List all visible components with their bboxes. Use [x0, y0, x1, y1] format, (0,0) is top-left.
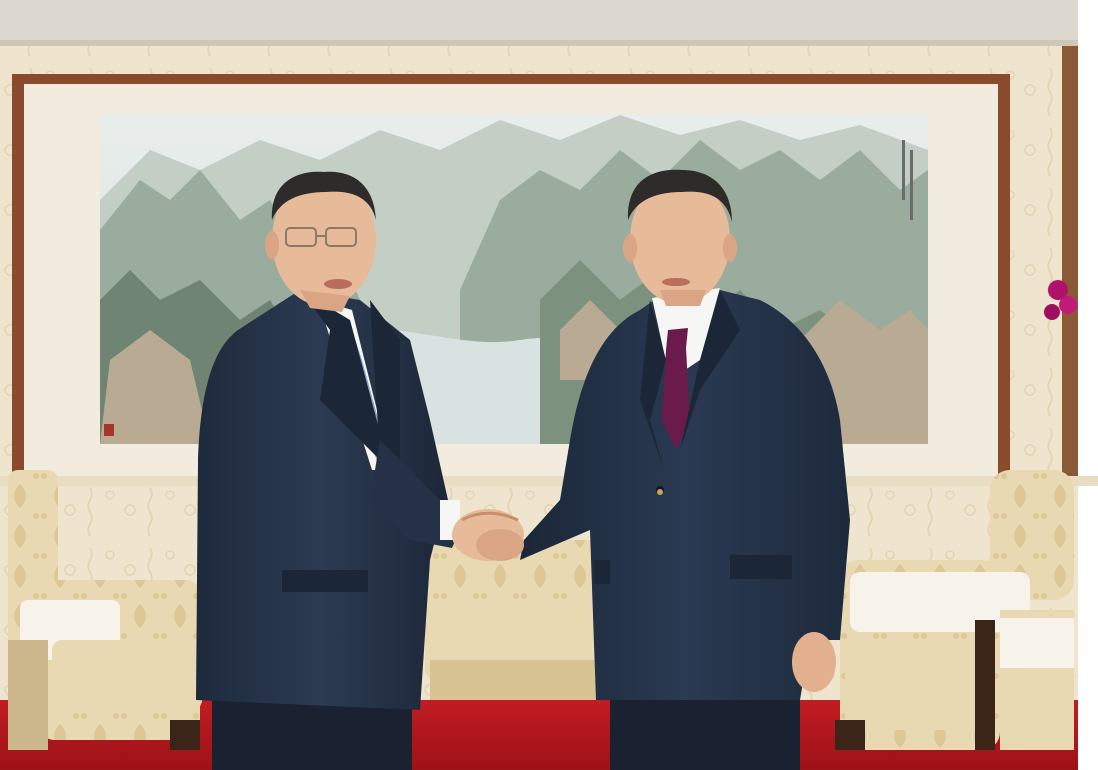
right-armchair — [835, 470, 1074, 750]
center-sofa — [420, 540, 620, 700]
man-left-in-glasses — [196, 171, 460, 770]
handshake — [452, 509, 524, 561]
man-right-purple-tie — [520, 169, 850, 770]
ceiling — [0, 0, 1098, 44]
left-armchair — [8, 470, 202, 750]
orchid-flowers — [1044, 280, 1077, 320]
framed-landscape-painting — [12, 74, 1010, 486]
